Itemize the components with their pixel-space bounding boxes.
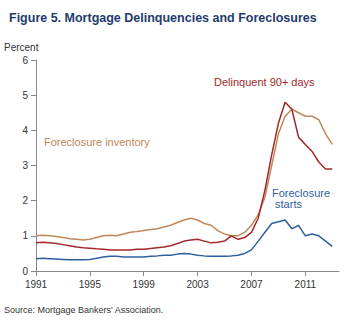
svg-text:Source: Mortgage Bankers' Asso: Source: Mortgage Bankers' Association. <box>4 305 163 315</box>
svg-text:2011: 2011 <box>295 279 317 290</box>
svg-text:6: 6 <box>22 55 28 66</box>
svg-text:1995: 1995 <box>79 279 102 290</box>
svg-text:5: 5 <box>22 90 28 101</box>
svg-text:starts: starts <box>272 198 302 210</box>
svg-text:3: 3 <box>22 160 28 171</box>
svg-text:2003: 2003 <box>186 279 209 290</box>
svg-text:Foreclosure inventory: Foreclosure inventory <box>44 136 150 148</box>
svg-text:Delinquent 90+ days: Delinquent 90+ days <box>214 76 315 88</box>
svg-text:Percent: Percent <box>4 42 39 53</box>
svg-text:4: 4 <box>22 125 28 136</box>
svg-text:2: 2 <box>22 195 28 206</box>
svg-text:0: 0 <box>22 266 28 277</box>
svg-text:1991: 1991 <box>25 279 48 290</box>
svg-text:2007: 2007 <box>240 279 263 290</box>
svg-text:Foreclosure: Foreclosure <box>272 186 331 199</box>
svg-text:Figure 5. Mortgage Delinquenci: Figure 5. Mortgage Delinquencies and For… <box>9 11 317 25</box>
svg-text:1999: 1999 <box>133 279 156 290</box>
svg-text:1: 1 <box>22 230 28 241</box>
